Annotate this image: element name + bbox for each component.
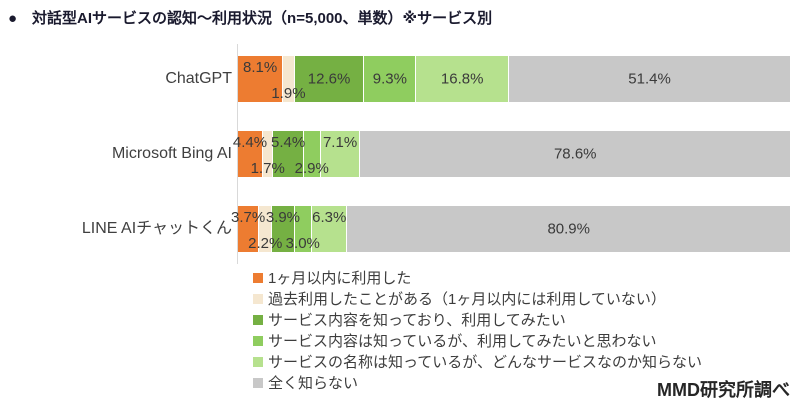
bar-segment: 5.4% (270, 131, 306, 177)
value-label: 2.2% (248, 235, 283, 252)
chart-title: ● 対話型AIサービスの認知～利用状況（n=5,000、単数）※サービス別 (8, 10, 493, 27)
value-label: 3.0% (285, 235, 320, 252)
legend-swatch-icon (253, 272, 263, 283)
bar-segment: 80.9% (347, 206, 790, 252)
chart-legend: 1ヶ月以内に利用した過去利用したことがある（1ヶ月以内には利用していない） サービ… (253, 267, 702, 393)
value-label: 2.9% (294, 160, 329, 177)
source-note: MMD研究所調べ (657, 380, 790, 400)
legend-item: サービス内容を知っており、利用してみたい (253, 309, 702, 330)
bar-segment: 1.7% (251, 131, 285, 177)
bar-segment: 9.3% (364, 56, 417, 102)
legend-label: 全く知らない (268, 375, 359, 392)
bar-segment: 4.4% (233, 131, 267, 177)
legend-item: 過去利用したことがある（1ヶ月以内には利用していない） (253, 288, 702, 309)
axis-baseline (237, 44, 238, 264)
value-label: 51.4% (628, 70, 671, 88)
value-label: 78.6% (553, 145, 597, 163)
value-label: 12.6% (307, 70, 351, 88)
value-label: 8.1% (243, 59, 278, 76)
bar-segment: 16.8% (416, 56, 510, 102)
legend-swatch-icon (253, 314, 263, 325)
legend-label: サービス内容は知っているが、利用してみたいと思わない (268, 333, 657, 350)
value-label: 5.4% (270, 134, 306, 151)
stacked-bar: 3.7% 2.2% 3.9% 3.0% 6.3% 80.9% (231, 206, 790, 252)
bar-segment: 2.9% (295, 131, 329, 177)
stacked-bar: 8.1% 1.9% 12.6% 9.3% 16.8% 51.4% (238, 56, 790, 102)
value-label: 9.3% (372, 70, 407, 88)
category-label: ChatGPT (165, 70, 232, 87)
category-row: LINE AIチャットくん 3.7% 2.2% 3.9% 3.0% 6.3% 80.9% (0, 206, 800, 252)
bar-segment: 51.4% (509, 56, 790, 102)
legend-item: 1ヶ月以内に利用した (253, 267, 702, 288)
category-label: Microsoft Bing AI (111, 145, 232, 162)
legend-swatch-icon (253, 356, 263, 367)
bar-segment: 78.6% (360, 131, 791, 177)
bar-segment: 3.7% (231, 206, 265, 252)
value-label: 4.4% (232, 134, 268, 151)
value-label: 3.7% (231, 209, 266, 226)
legend-label: サービスの名称は知っているが、どんなサービスなのか知らない (268, 354, 702, 371)
legend-swatch-icon (253, 293, 263, 304)
legend-label: 過去利用したことがある（1ヶ月以内には利用していない） (268, 291, 666, 308)
value-label: 80.9% (547, 220, 590, 238)
legend-item: 全く知らない (253, 372, 702, 393)
category-label: LINE AIチャットくん (81, 220, 232, 237)
legend-label: サービス内容を知っており、利用してみたい (268, 312, 566, 329)
legend-swatch-icon (253, 377, 263, 388)
value-label: 1.7% (250, 160, 285, 177)
bar-segment: 2.2% (248, 206, 282, 252)
bar-segment: 12.6% (294, 56, 365, 102)
bar-segment: 3.9% (266, 206, 300, 252)
legend-item: サービス内容は知っているが、利用してみたいと思わない (253, 330, 702, 351)
stacked-bar: 4.4% 1.7% 5.4% 2.9% 7.1% 78.6% (233, 131, 791, 177)
legend-swatch-icon (253, 335, 263, 346)
bar-segment: 8.1% (238, 56, 284, 102)
value-label: 3.9% (265, 209, 301, 226)
value-label: 1.9% (271, 85, 306, 102)
legend-item: サービスの名称は知っているが、どんなサービスなのか知らない (253, 351, 702, 372)
category-row: ChatGPT 8.1% 1.9% 12.6% 9.3% 16.8% 51.4% (0, 56, 800, 102)
value-label: 6.3% (312, 209, 347, 226)
bar-segment: 7.1% (320, 131, 361, 177)
bar-segment: 1.9% (271, 56, 306, 102)
legend-label: 1ヶ月以内に利用した (268, 270, 412, 287)
bar-segment: 6.3% (311, 206, 348, 252)
value-label: 16.8% (440, 70, 484, 88)
bar-segment: 3.0% (286, 206, 320, 252)
category-row: Microsoft Bing AI 4.4% 1.7% 5.4% 2.9% 7.1% 78.… (0, 131, 800, 177)
value-label: 7.1% (322, 134, 358, 151)
